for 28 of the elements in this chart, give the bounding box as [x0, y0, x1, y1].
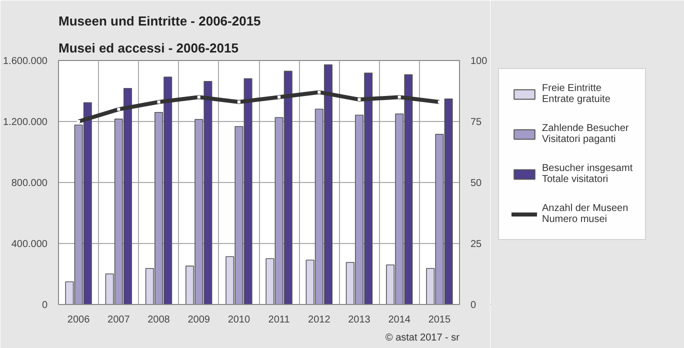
y2-tick-label: 25 [470, 239, 482, 250]
y2-tick-label: 50 [470, 178, 482, 189]
x-tick-label: 2008 [148, 314, 170, 326]
x-tick-label: 2007 [108, 314, 130, 326]
x-tick-label: 2015 [428, 314, 452, 326]
y-tick-label: 400.000 [11, 239, 48, 250]
x-tick-label: 2006 [67, 314, 90, 326]
y-tick-label: 1.600.000 [3, 56, 48, 67]
x-tick-label: 2010 [228, 314, 251, 326]
legend-label: Besucher insgesamt Totale visitatori [542, 162, 633, 187]
x-tick-label: 2012 [308, 314, 331, 326]
y2-tick-label: 100 [470, 56, 488, 67]
y-tick-label: 1.200.000 [3, 117, 48, 128]
chart-subtitle: Musei ed accessi - 2006-2015 [58, 40, 238, 56]
y-tick-label: 0 [42, 300, 48, 311]
chart-title: Museen und Eintritte - 2006-2015 [58, 14, 261, 28]
text: © astat 2017 - sr [385, 332, 460, 344]
x-tick-label: 2014 [388, 314, 411, 326]
legend-label: Freie Eintritte Entrate gratuite [542, 82, 610, 107]
x-tick-label: 2011 [268, 314, 290, 326]
y2-tick-label: 75 [470, 117, 482, 128]
y2-tick-label: 0 [470, 300, 476, 311]
legend-label: Zahlende Besucher Visitatori paganti [542, 122, 629, 147]
line-series [76, 90, 442, 124]
x-tick-label: 2009 [188, 314, 210, 326]
legend-label: Anzahl der Museen Numero musei [542, 202, 628, 227]
x-tick-label: 2013 [348, 314, 371, 326]
y-tick-label: 800.000 [11, 178, 48, 189]
